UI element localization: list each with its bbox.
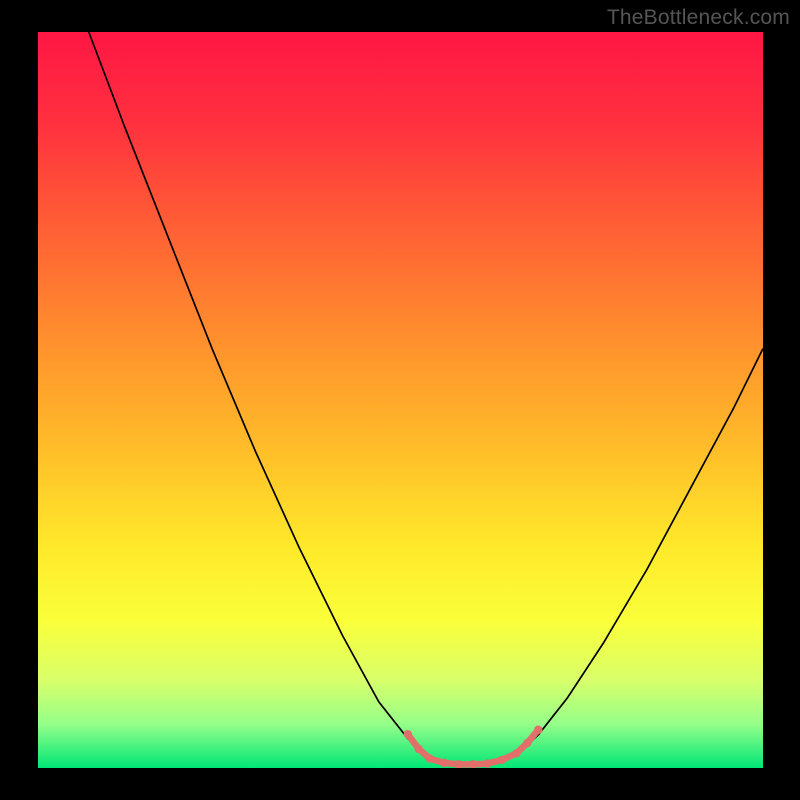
watermark-text: TheBottleneck.com [607, 6, 790, 30]
valley-marker [523, 739, 531, 747]
valley-marker [404, 730, 412, 738]
valley-marker [414, 745, 422, 753]
valley-marker [425, 754, 433, 762]
plot-background [38, 32, 763, 768]
valley-marker [483, 759, 491, 767]
valley-marker [440, 759, 448, 767]
valley-marker [512, 749, 520, 757]
valley-marker [534, 726, 542, 734]
plot-svg [38, 32, 763, 768]
valley-marker [498, 756, 506, 764]
plot-area [38, 32, 763, 768]
